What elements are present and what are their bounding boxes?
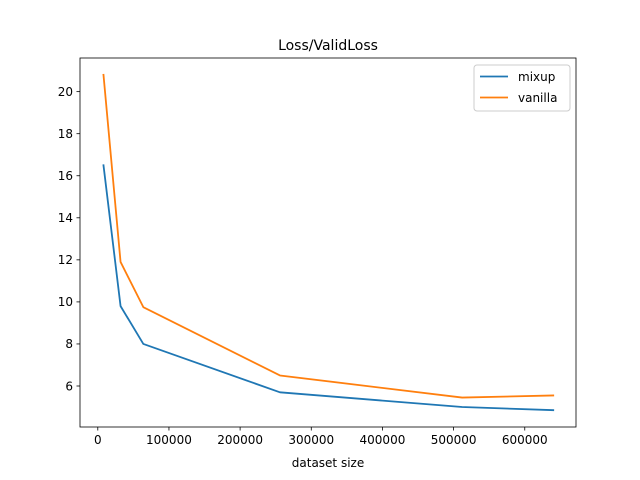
chart-title: Loss/ValidLoss [278, 38, 378, 54]
x-tick-label: 0 [94, 433, 102, 447]
legend: mixup vanilla [473, 64, 571, 112]
axes: 0 100000 200000 300000 400000 500000 600000 6 8 1… [58, 57, 577, 447]
x-tick-label: 300000 [288, 433, 334, 447]
plot-area [102, 73, 555, 412]
x-tick-label: 500000 [431, 433, 477, 447]
x-tick-label: 200000 [217, 433, 263, 447]
y-tick-label: 20 [58, 85, 73, 99]
legend-label-vanilla: vanilla [518, 91, 557, 105]
y-tick-label: 8 [65, 337, 73, 351]
x-axis-label: dataset size [292, 456, 364, 470]
y-tick-label: 6 [65, 379, 73, 393]
y-tick-label: 16 [58, 169, 73, 183]
y-tick-label: 18 [58, 127, 73, 141]
y-tick-label: 14 [58, 211, 73, 225]
y-tick-label: 12 [58, 253, 73, 267]
legend-label-mixup: mixup [518, 70, 555, 84]
plot-frame [79, 57, 577, 428]
series-line-vanilla [102, 73, 555, 399]
x-tick-label: 400000 [360, 433, 406, 447]
x-tick-label: 100000 [146, 433, 192, 447]
y-tick-label: 10 [58, 295, 73, 309]
x-tick-label: 600000 [502, 433, 548, 447]
series-line-mixup [102, 164, 555, 412]
